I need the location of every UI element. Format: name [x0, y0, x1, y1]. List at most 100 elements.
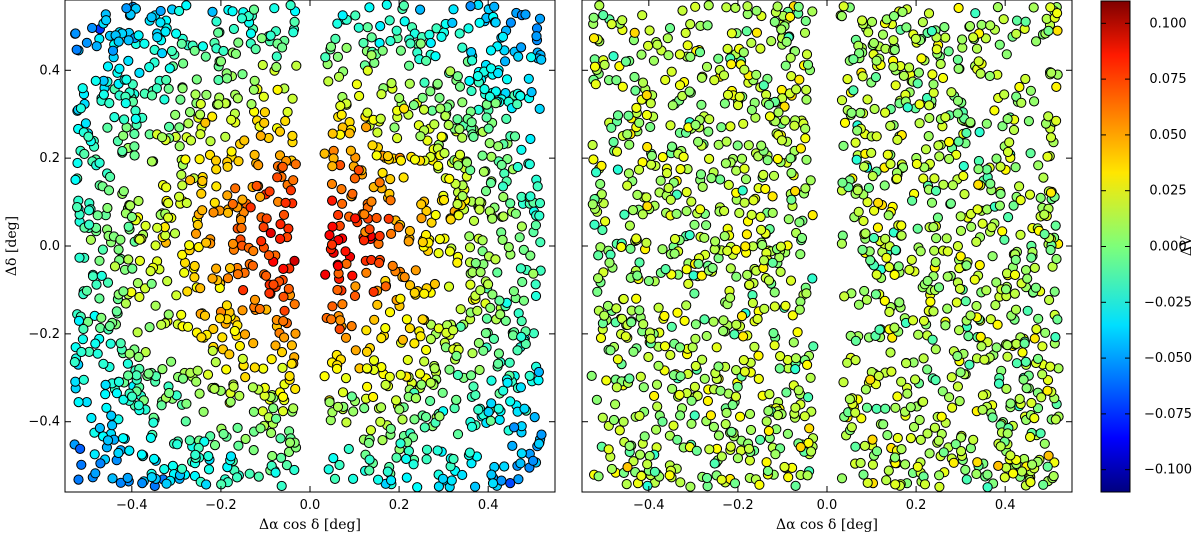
right-data-point — [791, 84, 802, 95]
left-data-point — [346, 391, 357, 402]
right-data-point — [628, 456, 639, 467]
right-data-point — [1026, 252, 1037, 263]
right-data-point — [860, 228, 871, 239]
left-data-point — [77, 334, 89, 345]
left-data-point — [96, 312, 107, 323]
left-data-point — [508, 422, 520, 433]
right-data-point — [744, 279, 755, 290]
right-data-point — [852, 185, 863, 196]
right-data-point — [918, 315, 930, 326]
left-data-point — [477, 150, 488, 161]
right-data-point — [981, 285, 992, 296]
left-data-point — [375, 21, 386, 32]
left-data-point — [181, 0, 192, 11]
left-data-point — [455, 304, 466, 315]
left-data-point — [464, 242, 476, 253]
right-data-point — [789, 120, 800, 131]
right-data-point — [588, 12, 599, 23]
right-data-point — [611, 303, 622, 314]
left-data-point — [516, 42, 527, 53]
right-data-point — [890, 479, 901, 490]
left-data-point — [102, 277, 114, 288]
left-data-point — [500, 315, 511, 326]
right-data-point — [934, 481, 945, 492]
left-data-point — [351, 79, 362, 90]
left-data-point — [364, 465, 375, 476]
right-data-point — [686, 418, 697, 429]
left-data-point — [430, 209, 441, 221]
left-data-point — [366, 196, 377, 207]
right-data-point — [1043, 111, 1054, 122]
right-data-point — [916, 53, 927, 64]
right-data-point — [604, 257, 615, 268]
left-data-point — [70, 174, 81, 185]
left-data-point — [452, 114, 463, 125]
left-data-point — [250, 44, 261, 55]
right-data-point — [708, 316, 719, 327]
right-data-point — [1035, 192, 1046, 203]
right-data-point — [1022, 273, 1033, 284]
left-data-point — [264, 186, 275, 197]
right-data-point — [732, 140, 743, 151]
left-data-point — [499, 461, 510, 472]
left-data-point — [102, 202, 113, 214]
right-data-point — [940, 112, 951, 123]
right-data-point — [753, 373, 764, 384]
left-data-point — [376, 333, 387, 344]
right-data-point — [1014, 393, 1025, 404]
right-data-point — [1052, 8, 1063, 19]
left-data-point — [530, 279, 541, 290]
left-data-point — [222, 161, 233, 172]
left-data-point — [485, 415, 496, 426]
left-data-point — [512, 345, 523, 356]
right-data-point — [599, 59, 610, 71]
right-data-point — [892, 134, 903, 145]
left-data-point — [528, 455, 539, 466]
left-data-point — [278, 263, 289, 274]
left-data-point — [452, 429, 464, 440]
left-data-point — [327, 161, 338, 172]
left-data-point — [127, 391, 138, 402]
left-data-point — [416, 379, 427, 390]
left-data-point — [419, 356, 430, 367]
left-data-point — [409, 414, 420, 425]
left-data-point — [276, 452, 287, 463]
right-data-point — [600, 216, 611, 227]
right-data-point — [973, 164, 984, 175]
left-data-point — [291, 60, 302, 71]
right-data-point — [904, 62, 915, 73]
right-data-point — [743, 443, 755, 454]
left-data-point — [371, 150, 382, 161]
left-data-point — [226, 146, 237, 157]
right-data-point — [634, 117, 645, 128]
left-data-point — [257, 59, 268, 71]
left-data-point — [382, 466, 393, 477]
right-data-point — [1027, 459, 1038, 470]
left-data-point — [256, 33, 267, 44]
right-data-point — [690, 360, 701, 372]
left-data-point — [139, 38, 150, 49]
right-data-point — [763, 425, 775, 437]
left-data-point — [228, 381, 239, 392]
left-data-point — [332, 18, 343, 29]
left-data-point — [493, 68, 504, 79]
right-data-point — [601, 375, 612, 386]
left-data-point — [468, 215, 480, 226]
left-data-point — [275, 433, 286, 444]
left-data-point — [434, 92, 445, 104]
left-data-point — [126, 211, 138, 223]
left-data-point — [490, 254, 501, 265]
right-data-point — [608, 414, 620, 426]
right-data-point — [637, 10, 648, 21]
left-data-point — [328, 453, 339, 464]
left-data-point — [395, 155, 407, 166]
right-data-point — [1011, 28, 1022, 39]
right-data-point — [890, 402, 901, 413]
left-data-point — [393, 222, 404, 233]
right-data-point — [984, 70, 996, 82]
right-data-point — [980, 33, 992, 44]
right-data-point — [721, 407, 732, 418]
right-ticks: −0.4 −0.2 0.0 0.2 0.4 — [582, 0, 1072, 513]
right-data-point — [669, 248, 680, 259]
left-data-point — [493, 348, 504, 359]
